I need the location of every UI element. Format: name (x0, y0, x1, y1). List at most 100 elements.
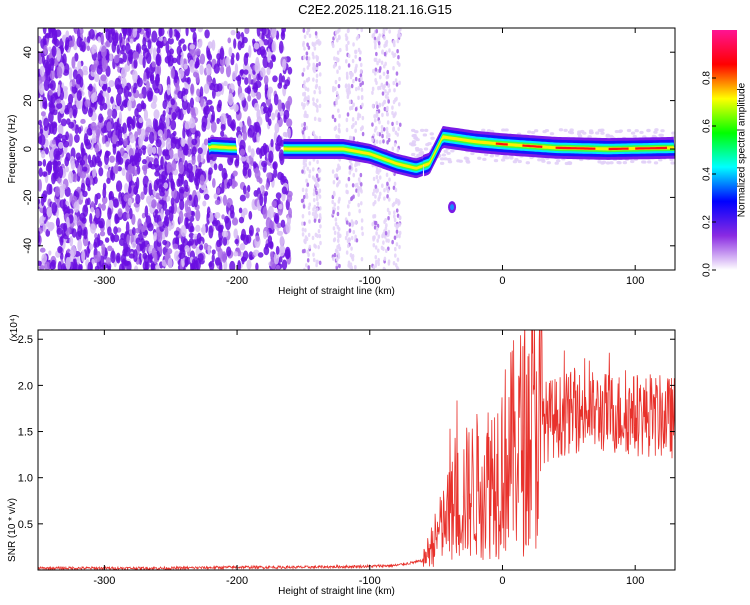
heatmap-streak-cell (362, 132, 365, 136)
heatmap-noise-cell (133, 249, 138, 262)
heatmap-noise-cell (147, 144, 153, 155)
snr-x-axis-label: Height of straight line (km) (278, 586, 395, 597)
heatmap-streak-cell (303, 195, 306, 199)
heatmap-noise-cell (259, 193, 263, 206)
heatmap-noise-cell (166, 115, 170, 128)
heatmap-streak-cell (356, 238, 359, 242)
heatmap-noise-cell (198, 25, 203, 33)
heatmap-noise-cell (155, 264, 160, 270)
heatmap-noise-cell (179, 211, 184, 224)
heatmap-streak-cell (397, 224, 400, 228)
heatmap-faint-cell (541, 158, 545, 161)
heatmap-streak-cell (335, 125, 338, 129)
heatmap-noise-cell (47, 207, 52, 217)
heatmap-noise-cell (124, 133, 128, 139)
heatmap-streak-cell (375, 52, 378, 56)
heatmap-noise-cell (259, 46, 265, 56)
heatmap-streak-cell (360, 69, 363, 73)
heatmap-streak-cell (383, 72, 386, 76)
heatmap-streak-cell (372, 69, 375, 73)
heatmap-noise-cell (126, 212, 130, 219)
heatmap-noise-cell (195, 225, 200, 232)
heatmap-noise-cell (269, 241, 273, 250)
heatmap-streak-cell (354, 265, 357, 269)
heatmap-noise-cell (104, 152, 109, 164)
heatmap-noise-cell (103, 91, 107, 97)
heatmap-streak-cell (386, 107, 389, 111)
heatmap-streak-cell (395, 198, 398, 202)
heatmap-streak-cell (351, 125, 354, 129)
heatmap-streak-cell (362, 116, 365, 120)
heatmap-streak-cell (399, 215, 402, 219)
heatmap-noise-cell (180, 38, 185, 43)
heatmap-noise-cell (212, 249, 216, 254)
heatmap-streak-cell (304, 228, 307, 232)
heatmap-noise-cell (190, 25, 196, 33)
heatmap-streak-cell (345, 190, 348, 194)
heatmap-noise-cell (271, 113, 275, 121)
heatmap-noise-cell (107, 266, 111, 272)
heatmap-faint-cell (411, 143, 415, 146)
heatmap-noise-cell (181, 261, 184, 268)
heatmap-streak-cell (301, 221, 304, 225)
heatmap-streak-cell (375, 58, 378, 62)
heatmap-faint-cell (597, 160, 601, 163)
heatmap-streak-cell (319, 72, 322, 76)
heatmap-faint-cell (670, 161, 674, 164)
heatmap-streak-cell (383, 188, 386, 192)
heatmap-noise-cell (257, 25, 261, 37)
heatmap-streak-cell (350, 246, 353, 250)
heatmap-noise-cell (233, 228, 237, 239)
heatmap-noise-cell (232, 181, 238, 187)
heatmap-x-axis-label: Height of straight line (km) (278, 286, 395, 297)
heatmap-noise-cell (96, 129, 100, 139)
heatmap-streak-cell (351, 84, 354, 88)
heatmap-streak-cell (395, 131, 398, 135)
heatmap-faint-cell (623, 161, 627, 164)
heatmap-noise-cell (206, 64, 212, 75)
heatmap-streak-cell (357, 35, 360, 39)
heatmap-faint-cell (642, 160, 646, 163)
heatmap-streak-cell (304, 158, 307, 162)
heatmap-streak-cell (399, 123, 402, 127)
heatmap-streak-cell (379, 192, 382, 196)
heatmap-noise-cell (264, 192, 267, 204)
snr-y-tick-label: 2.0 (18, 380, 33, 392)
heatmap-streak-cell (391, 240, 394, 244)
colorbar-tick-label: 0.2 (702, 215, 713, 229)
heatmap-noise-cell (189, 238, 194, 246)
heatmap-streak-cell (345, 44, 348, 48)
heatmap-streak-cell (394, 142, 397, 146)
heatmap-noise-cell (51, 202, 57, 214)
heatmap-streak-cell (315, 84, 318, 88)
heatmap-noise-cell (206, 100, 212, 105)
heatmap-noise-cell (58, 142, 63, 149)
heatmap-streak-cell (385, 231, 388, 235)
heatmap-streak-cell (333, 191, 336, 195)
heatmap-streak-cell (393, 261, 396, 265)
heatmap-noise-cell (158, 129, 163, 136)
heatmap-noise-cell (195, 96, 200, 102)
heatmap-noise-cell (255, 169, 261, 179)
heatmap-streak-cell (374, 255, 377, 259)
heatmap-streak-cell (347, 263, 350, 267)
heatmap-noise-cell (62, 206, 66, 212)
heatmap-noise-cell (199, 39, 203, 48)
heatmap-noise-cell (143, 184, 147, 195)
heatmap-streak-cell (398, 200, 401, 204)
heatmap-streak-cell (345, 183, 348, 187)
heatmap-noise-cell (220, 130, 224, 137)
heatmap-noise-cell (50, 59, 54, 71)
heatmap-noise-cell (267, 54, 271, 63)
heatmap-noise-cell (109, 156, 115, 163)
heatmap-streak-cell (385, 238, 388, 242)
heatmap-noise-cell (167, 162, 171, 173)
heatmap-streak-cell (306, 101, 309, 105)
heatmap-noise-cell (133, 86, 136, 93)
heatmap-streak-cell (355, 168, 358, 172)
heatmap-noise-cell (196, 73, 200, 84)
heatmap-noise-cell (146, 195, 151, 204)
heatmap-streak-cell (334, 231, 337, 235)
heatmap-streak-cell (378, 103, 381, 107)
heatmap-noise-cell (191, 139, 197, 146)
